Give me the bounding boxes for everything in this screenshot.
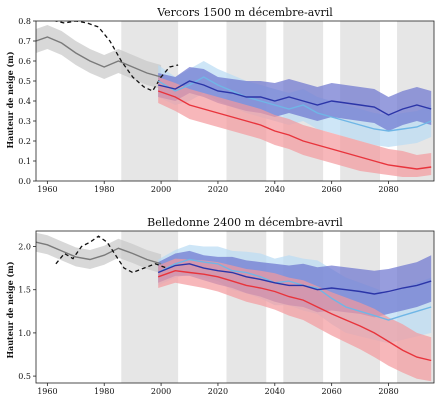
x-tick-label: 2080 bbox=[378, 185, 398, 194]
x-tick-label: 2060 bbox=[321, 387, 341, 396]
x-tick-label: 1960 bbox=[37, 387, 57, 396]
series-band-scenario_high bbox=[158, 258, 432, 382]
y-axis-label: Hauteur de neige (m) bbox=[5, 261, 15, 358]
y-tick-label: 1.0 bbox=[18, 329, 31, 338]
series-line-scenario_high bbox=[157, 90, 432, 170]
y-tick-label: 0.2 bbox=[18, 137, 31, 146]
x-tick-label: 2000 bbox=[151, 387, 171, 396]
y-tick-label: 0.5 bbox=[18, 77, 31, 86]
x-tick-label: 2080 bbox=[378, 387, 398, 396]
series-line-scenario_high bbox=[157, 269, 432, 362]
x-tick-label: 2000 bbox=[151, 185, 171, 194]
y-axis-label: Hauteur de neige (m) bbox=[5, 51, 15, 148]
y-tick-label: 0.0 bbox=[18, 177, 31, 186]
panel-belledonne: Belledonne 2400 m décembre-avril Hauteur… bbox=[5, 216, 435, 396]
x-tick-label: 1980 bbox=[94, 387, 114, 396]
y-tick-label: 1.5 bbox=[18, 286, 31, 295]
series-line-scenario_mid bbox=[157, 76, 432, 132]
x-tick-label: 2040 bbox=[265, 387, 285, 396]
panel-vercors: Vercors 1500 m décembre-avril Hauteur de… bbox=[5, 6, 435, 194]
x-tick-label: 2040 bbox=[265, 185, 285, 194]
y-tick-label: 0.3 bbox=[18, 117, 31, 126]
series-line-scenario_mid bbox=[157, 258, 432, 321]
x-tick-label: 1960 bbox=[37, 185, 57, 194]
series-line-scenario_low bbox=[157, 263, 432, 295]
plot-area bbox=[36, 231, 434, 383]
plot-area bbox=[36, 21, 434, 181]
x-tick-label: 2060 bbox=[321, 185, 341, 194]
y-tick-label: 0.5 bbox=[18, 372, 31, 381]
y-tick-label: 0.8 bbox=[18, 17, 31, 26]
y-tick-label: 0.6 bbox=[18, 57, 31, 66]
axis-frame bbox=[35, 230, 435, 384]
series-line-historical bbox=[36, 241, 162, 265]
series-line-observed bbox=[55, 235, 168, 274]
panel-title: Belledonne 2400 m décembre-avril bbox=[147, 216, 343, 229]
series-line-scenario_low bbox=[158, 80, 432, 116]
y-tick-label: 2.0 bbox=[18, 243, 31, 252]
x-tick-label: 2020 bbox=[208, 185, 228, 194]
x-tick-label: 2020 bbox=[208, 387, 228, 396]
series-band-historical bbox=[36, 232, 162, 274]
series-band-scenario_high bbox=[158, 77, 432, 177]
series-band-historical bbox=[36, 25, 162, 89]
x-tick-label: 1980 bbox=[94, 185, 114, 194]
y-tick-label: 0.7 bbox=[18, 37, 31, 46]
series-line-historical bbox=[36, 36, 162, 78]
y-tick-label: 0.1 bbox=[18, 157, 31, 166]
panel-title: Vercors 1500 m décembre-avril bbox=[156, 6, 333, 19]
y-tick-label: 0.4 bbox=[18, 97, 31, 106]
